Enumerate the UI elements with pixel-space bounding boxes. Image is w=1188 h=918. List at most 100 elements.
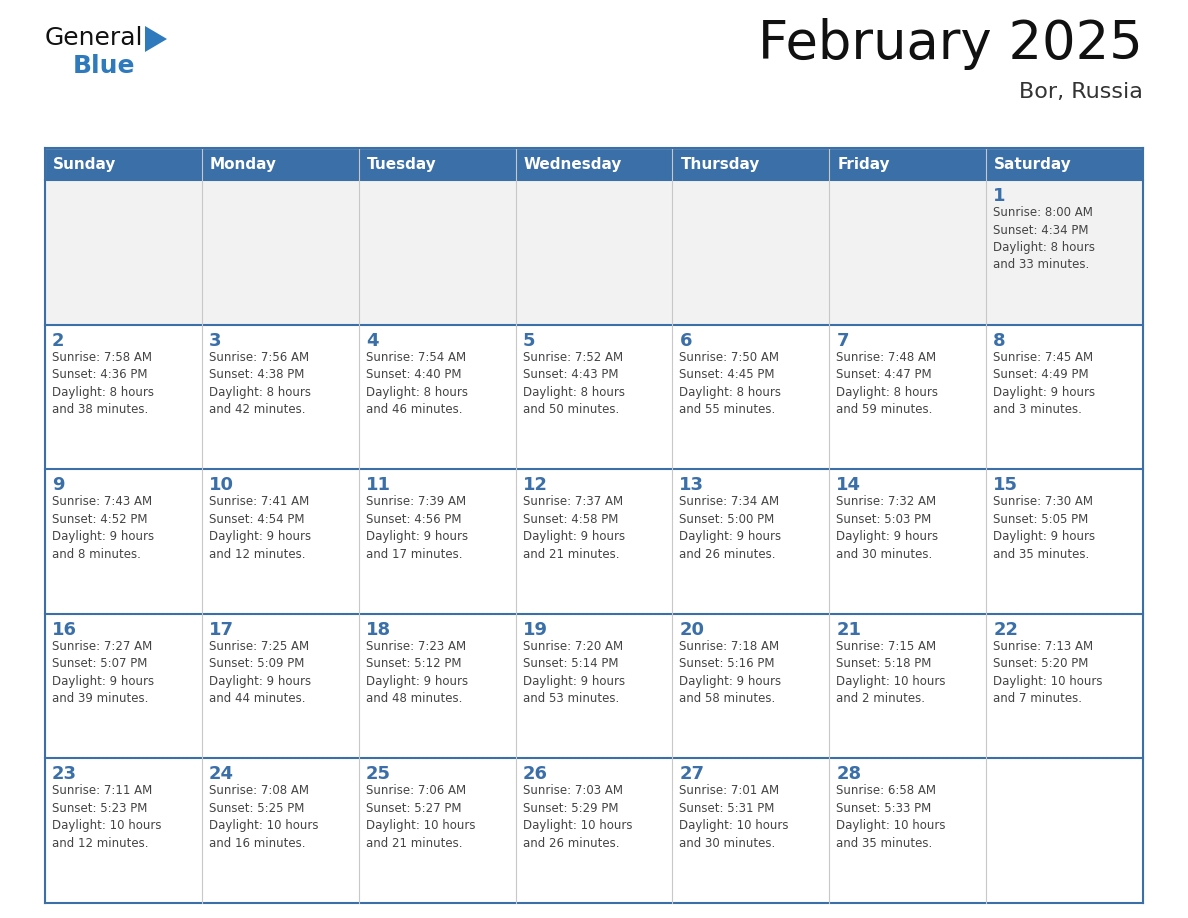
FancyBboxPatch shape	[829, 148, 986, 180]
FancyBboxPatch shape	[359, 325, 516, 469]
Text: Saturday: Saturday	[994, 156, 1072, 172]
Text: Sunrise: 7:27 AM
Sunset: 5:07 PM
Daylight: 9 hours
and 39 minutes.: Sunrise: 7:27 AM Sunset: 5:07 PM Dayligh…	[52, 640, 154, 705]
Text: 1: 1	[993, 187, 1006, 205]
Text: Thursday: Thursday	[681, 156, 760, 172]
Text: Sunrise: 7:54 AM
Sunset: 4:40 PM
Daylight: 8 hours
and 46 minutes.: Sunrise: 7:54 AM Sunset: 4:40 PM Dayligh…	[366, 351, 468, 416]
FancyBboxPatch shape	[829, 180, 986, 325]
Text: Blue: Blue	[72, 54, 135, 78]
FancyBboxPatch shape	[359, 469, 516, 614]
Text: 12: 12	[523, 476, 548, 494]
Text: Sunrise: 7:39 AM
Sunset: 4:56 PM
Daylight: 9 hours
and 17 minutes.: Sunrise: 7:39 AM Sunset: 4:56 PM Dayligh…	[366, 495, 468, 561]
FancyBboxPatch shape	[202, 325, 359, 469]
FancyBboxPatch shape	[516, 469, 672, 614]
FancyBboxPatch shape	[516, 148, 672, 180]
Text: Sunrise: 6:58 AM
Sunset: 5:33 PM
Daylight: 10 hours
and 35 minutes.: Sunrise: 6:58 AM Sunset: 5:33 PM Dayligh…	[836, 784, 946, 850]
FancyBboxPatch shape	[45, 180, 202, 325]
FancyBboxPatch shape	[672, 148, 829, 180]
FancyBboxPatch shape	[672, 180, 829, 325]
FancyBboxPatch shape	[672, 469, 829, 614]
Text: Sunrise: 7:03 AM
Sunset: 5:29 PM
Daylight: 10 hours
and 26 minutes.: Sunrise: 7:03 AM Sunset: 5:29 PM Dayligh…	[523, 784, 632, 850]
Text: 2: 2	[52, 331, 64, 350]
Text: 13: 13	[680, 476, 704, 494]
Text: Sunrise: 7:48 AM
Sunset: 4:47 PM
Daylight: 8 hours
and 59 minutes.: Sunrise: 7:48 AM Sunset: 4:47 PM Dayligh…	[836, 351, 939, 416]
Text: Sunrise: 7:11 AM
Sunset: 5:23 PM
Daylight: 10 hours
and 12 minutes.: Sunrise: 7:11 AM Sunset: 5:23 PM Dayligh…	[52, 784, 162, 850]
Text: Sunrise: 7:20 AM
Sunset: 5:14 PM
Daylight: 9 hours
and 53 minutes.: Sunrise: 7:20 AM Sunset: 5:14 PM Dayligh…	[523, 640, 625, 705]
Text: 19: 19	[523, 621, 548, 639]
Text: 28: 28	[836, 766, 861, 783]
Text: 24: 24	[209, 766, 234, 783]
Text: 6: 6	[680, 331, 691, 350]
FancyBboxPatch shape	[202, 180, 359, 325]
FancyBboxPatch shape	[986, 180, 1143, 325]
Text: Sunrise: 7:13 AM
Sunset: 5:20 PM
Daylight: 10 hours
and 7 minutes.: Sunrise: 7:13 AM Sunset: 5:20 PM Dayligh…	[993, 640, 1102, 705]
Text: 15: 15	[993, 476, 1018, 494]
FancyBboxPatch shape	[359, 180, 516, 325]
FancyBboxPatch shape	[359, 758, 516, 903]
FancyBboxPatch shape	[516, 614, 672, 758]
Text: General: General	[45, 26, 144, 50]
Text: 11: 11	[366, 476, 391, 494]
FancyBboxPatch shape	[672, 614, 829, 758]
Text: Sunrise: 7:41 AM
Sunset: 4:54 PM
Daylight: 9 hours
and 12 minutes.: Sunrise: 7:41 AM Sunset: 4:54 PM Dayligh…	[209, 495, 311, 561]
Text: Sunrise: 7:37 AM
Sunset: 4:58 PM
Daylight: 9 hours
and 21 minutes.: Sunrise: 7:37 AM Sunset: 4:58 PM Dayligh…	[523, 495, 625, 561]
FancyBboxPatch shape	[986, 325, 1143, 469]
FancyBboxPatch shape	[829, 758, 986, 903]
Text: 25: 25	[366, 766, 391, 783]
Text: 9: 9	[52, 476, 64, 494]
FancyBboxPatch shape	[516, 758, 672, 903]
Text: Wednesday: Wednesday	[524, 156, 623, 172]
FancyBboxPatch shape	[986, 469, 1143, 614]
Text: Sunrise: 7:23 AM
Sunset: 5:12 PM
Daylight: 9 hours
and 48 minutes.: Sunrise: 7:23 AM Sunset: 5:12 PM Dayligh…	[366, 640, 468, 705]
Text: Sunrise: 7:01 AM
Sunset: 5:31 PM
Daylight: 10 hours
and 30 minutes.: Sunrise: 7:01 AM Sunset: 5:31 PM Dayligh…	[680, 784, 789, 850]
FancyBboxPatch shape	[202, 469, 359, 614]
Text: Sunrise: 7:45 AM
Sunset: 4:49 PM
Daylight: 9 hours
and 3 minutes.: Sunrise: 7:45 AM Sunset: 4:49 PM Dayligh…	[993, 351, 1095, 416]
FancyBboxPatch shape	[829, 325, 986, 469]
FancyBboxPatch shape	[986, 148, 1143, 180]
Text: Bor, Russia: Bor, Russia	[1019, 82, 1143, 102]
Text: 18: 18	[366, 621, 391, 639]
FancyBboxPatch shape	[672, 325, 829, 469]
Text: Sunrise: 7:18 AM
Sunset: 5:16 PM
Daylight: 9 hours
and 58 minutes.: Sunrise: 7:18 AM Sunset: 5:16 PM Dayligh…	[680, 640, 782, 705]
FancyBboxPatch shape	[45, 148, 202, 180]
FancyBboxPatch shape	[986, 614, 1143, 758]
Text: 21: 21	[836, 621, 861, 639]
Text: 8: 8	[993, 331, 1006, 350]
Text: Sunrise: 7:30 AM
Sunset: 5:05 PM
Daylight: 9 hours
and 35 minutes.: Sunrise: 7:30 AM Sunset: 5:05 PM Dayligh…	[993, 495, 1095, 561]
Text: 23: 23	[52, 766, 77, 783]
FancyBboxPatch shape	[45, 469, 202, 614]
Text: Sunrise: 7:06 AM
Sunset: 5:27 PM
Daylight: 10 hours
and 21 minutes.: Sunrise: 7:06 AM Sunset: 5:27 PM Dayligh…	[366, 784, 475, 850]
Text: 26: 26	[523, 766, 548, 783]
FancyBboxPatch shape	[516, 325, 672, 469]
Text: Sunrise: 7:32 AM
Sunset: 5:03 PM
Daylight: 9 hours
and 30 minutes.: Sunrise: 7:32 AM Sunset: 5:03 PM Dayligh…	[836, 495, 939, 561]
Text: 22: 22	[993, 621, 1018, 639]
Text: 17: 17	[209, 621, 234, 639]
FancyBboxPatch shape	[986, 758, 1143, 903]
Text: 20: 20	[680, 621, 704, 639]
Text: Sunrise: 7:08 AM
Sunset: 5:25 PM
Daylight: 10 hours
and 16 minutes.: Sunrise: 7:08 AM Sunset: 5:25 PM Dayligh…	[209, 784, 318, 850]
FancyBboxPatch shape	[359, 614, 516, 758]
Text: 16: 16	[52, 621, 77, 639]
FancyBboxPatch shape	[202, 148, 359, 180]
FancyBboxPatch shape	[829, 469, 986, 614]
FancyBboxPatch shape	[45, 325, 202, 469]
Text: Monday: Monday	[210, 156, 277, 172]
Text: Friday: Friday	[838, 156, 890, 172]
FancyBboxPatch shape	[672, 758, 829, 903]
Text: 3: 3	[209, 331, 221, 350]
Text: Tuesday: Tuesday	[367, 156, 436, 172]
FancyBboxPatch shape	[45, 614, 202, 758]
Text: Sunday: Sunday	[53, 156, 116, 172]
Text: 10: 10	[209, 476, 234, 494]
Text: Sunrise: 7:25 AM
Sunset: 5:09 PM
Daylight: 9 hours
and 44 minutes.: Sunrise: 7:25 AM Sunset: 5:09 PM Dayligh…	[209, 640, 311, 705]
Text: Sunrise: 7:15 AM
Sunset: 5:18 PM
Daylight: 10 hours
and 2 minutes.: Sunrise: 7:15 AM Sunset: 5:18 PM Dayligh…	[836, 640, 946, 705]
Text: Sunrise: 7:34 AM
Sunset: 5:00 PM
Daylight: 9 hours
and 26 minutes.: Sunrise: 7:34 AM Sunset: 5:00 PM Dayligh…	[680, 495, 782, 561]
Text: February 2025: February 2025	[758, 18, 1143, 70]
FancyBboxPatch shape	[516, 180, 672, 325]
FancyBboxPatch shape	[829, 614, 986, 758]
FancyBboxPatch shape	[359, 148, 516, 180]
Text: Sunrise: 7:56 AM
Sunset: 4:38 PM
Daylight: 8 hours
and 42 minutes.: Sunrise: 7:56 AM Sunset: 4:38 PM Dayligh…	[209, 351, 311, 416]
Text: 14: 14	[836, 476, 861, 494]
Text: 7: 7	[836, 331, 848, 350]
Text: 4: 4	[366, 331, 378, 350]
Text: Sunrise: 7:52 AM
Sunset: 4:43 PM
Daylight: 8 hours
and 50 minutes.: Sunrise: 7:52 AM Sunset: 4:43 PM Dayligh…	[523, 351, 625, 416]
